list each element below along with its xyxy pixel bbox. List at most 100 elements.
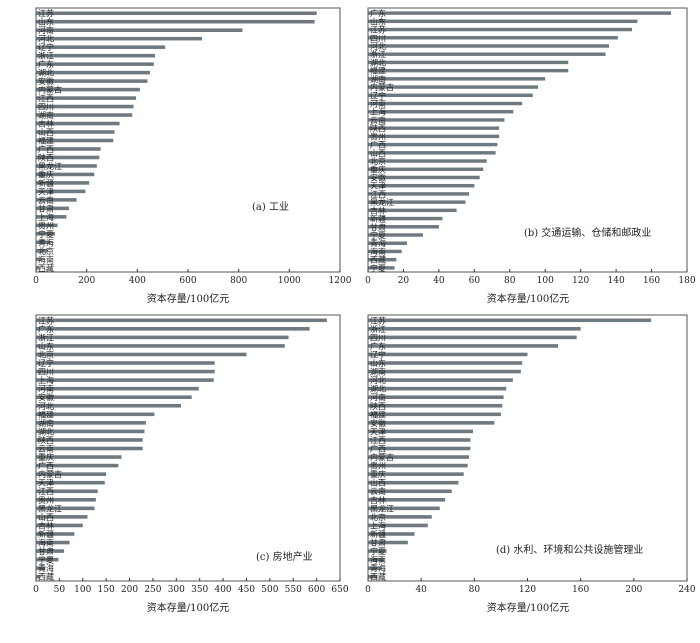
panel-d-category-label-29: 海南 xyxy=(370,555,386,565)
panel-a-tick-label-5: 800 xyxy=(230,276,247,286)
panel-c-bar-11 xyxy=(36,403,181,408)
panel-b-frame xyxy=(367,7,688,273)
panel-a-xlabel: 资本存量/100亿元 xyxy=(147,292,229,305)
panel-a-tick-label-4: 600 xyxy=(179,276,196,286)
panel-d-bar-29 xyxy=(368,557,384,562)
panel-c-bar-19 xyxy=(36,472,107,476)
panel-d-bar-16 xyxy=(368,446,471,451)
panel-c-category-label-6: 辽宁 xyxy=(38,358,54,368)
panel-c-category-label-20: 天津 xyxy=(38,478,54,488)
panel-c-bar-25 xyxy=(36,523,83,528)
panel-b-bar-18 xyxy=(368,151,496,155)
panel-d-category-label-9: 湖北 xyxy=(370,385,386,394)
panel-a-category-label-28: 青海 xyxy=(38,237,54,247)
panel-b-bar-15 xyxy=(368,126,500,130)
panel-b-bar-28 xyxy=(368,233,423,237)
panel-b-category-label-19: 北京 xyxy=(370,156,386,166)
panel-a-category-label-15: 山西 xyxy=(38,127,54,137)
panel-b-category-label-17: 广西 xyxy=(370,140,386,150)
panel-a-category-label-1: 江苏 xyxy=(38,8,54,18)
panel-d-category-label-16: 广西 xyxy=(370,444,386,454)
panel-c-category-label-8: 上海 xyxy=(38,375,54,385)
panel-d-category-label-26: 新疆 xyxy=(370,529,386,539)
panel-c-bar-12 xyxy=(36,412,155,417)
panel-c-tick-label-2: 50 xyxy=(54,585,66,595)
panel-d-bar-19 xyxy=(368,472,464,476)
panel-c-category-label-2: 广东 xyxy=(38,324,54,334)
panel-c-category-label-24: 山西 xyxy=(38,512,54,522)
panel-d-category-label-2: 浙江 xyxy=(370,324,386,334)
panel-c-tick-label-14: 650 xyxy=(331,585,348,595)
panel-a-bar-28 xyxy=(36,240,50,245)
panel-d-bar-25 xyxy=(368,523,428,528)
panel-d-bar-13 xyxy=(368,421,495,425)
panel-d-bar-18 xyxy=(368,463,468,468)
panel-d-category-label-28: 宁夏 xyxy=(370,546,386,556)
panel-c-category-label-30: 青海 xyxy=(38,563,54,573)
panel-d-bar-14 xyxy=(368,429,473,434)
panel-b-bar-29 xyxy=(368,241,407,245)
panel-a-bar-8 xyxy=(36,70,150,75)
panel-d-category-label-11: 陕西 xyxy=(370,401,386,411)
panel-a-category-label-30: 海南 xyxy=(38,254,54,264)
panel-c-bar-22 xyxy=(36,498,96,502)
panel-d-bar-3 xyxy=(368,335,577,340)
panel-b-category-label-11: 辽宁 xyxy=(370,90,386,100)
panel-d-tick-label-3: 80 xyxy=(469,585,481,595)
panel-c-tick-label-9: 400 xyxy=(214,585,231,595)
panel-d-bar-30 xyxy=(368,566,382,570)
panel-b-bar-6 xyxy=(368,52,606,56)
panel-b-category-label-21: 安徽 xyxy=(370,172,386,182)
panel-c-category-label-31: 西藏 xyxy=(38,572,54,582)
panel-c-bar-7 xyxy=(36,369,215,374)
panel-b-category-label-2: 山东 xyxy=(370,16,386,26)
panel-b-bar-1 xyxy=(368,11,672,15)
panel-b-bar-7 xyxy=(368,60,569,65)
panel-a-category-label-7: 广东 xyxy=(38,59,54,69)
panel-d-category-label-25: 上海 xyxy=(370,520,386,530)
panel-c-category-label-18: 广西 xyxy=(38,461,54,471)
panel-a-bar-26 xyxy=(36,223,58,228)
panel-d-category-label-1: 江苏 xyxy=(370,315,386,325)
panel-d-bar-31 xyxy=(368,574,378,579)
panel-b-category-label-20: 重庆 xyxy=(370,164,386,174)
panel-d-bar-22 xyxy=(368,498,446,502)
panel-c-bar-29 xyxy=(36,557,59,562)
panel-b-category-label-23: 江西 xyxy=(370,190,386,199)
panel-b-tick-label-6: 100 xyxy=(537,276,554,286)
panel-d-category-label-24: 北京 xyxy=(370,512,386,522)
panel-c-bar-2 xyxy=(36,327,310,331)
panel-c-tick-label-5: 200 xyxy=(121,585,138,595)
panel-d-category-label-17: 内蒙古 xyxy=(370,452,394,462)
panel-d-bar-17 xyxy=(368,455,470,459)
panel-a-tick-label-3: 400 xyxy=(129,276,146,286)
panel-b-bar-20 xyxy=(368,167,484,171)
panel-c-bar-20 xyxy=(36,480,105,485)
panel-b-bar-3 xyxy=(368,27,633,32)
panel-d-title: (d) 水利、环境和公共设施管理业 xyxy=(496,543,643,556)
panel-b-bar-31 xyxy=(368,257,397,262)
panel-b-category-label-4: 四川 xyxy=(370,34,386,43)
panel-a-category-label-8: 湖北 xyxy=(38,69,54,78)
panel-d-category-label-20: 山西 xyxy=(370,478,386,488)
panel-d-bar-21 xyxy=(368,489,452,494)
panel-d-bar-26 xyxy=(368,532,415,536)
panel-a-bar-25 xyxy=(36,215,67,219)
panel-b-bar-8 xyxy=(368,68,569,73)
panel-b-category-label-25: 吉林 xyxy=(370,205,386,215)
panel-b-category-label-3: 江苏 xyxy=(370,25,386,35)
panel-c-category-label-15: 陕西 xyxy=(38,435,54,445)
panel-a-bar-30 xyxy=(36,257,42,262)
panel-a-title: (a) 工业 xyxy=(252,201,289,213)
panel-b-category-label-30: 海南 xyxy=(370,246,386,256)
panel-a-bar-12 xyxy=(36,104,134,109)
panel-d-category-label-22: 吉林 xyxy=(370,495,386,505)
panel-d-bar-9 xyxy=(368,386,507,391)
panel-b-tick-label-7: 120 xyxy=(572,276,589,286)
panel-b-category-label-7: 湖北 xyxy=(370,58,386,67)
panel-a-bar-13 xyxy=(36,113,133,117)
panel-b-bar-13 xyxy=(368,110,514,114)
panel-a-bar-9 xyxy=(36,79,148,83)
panel-c-category-label-3: 浙江 xyxy=(38,332,54,342)
